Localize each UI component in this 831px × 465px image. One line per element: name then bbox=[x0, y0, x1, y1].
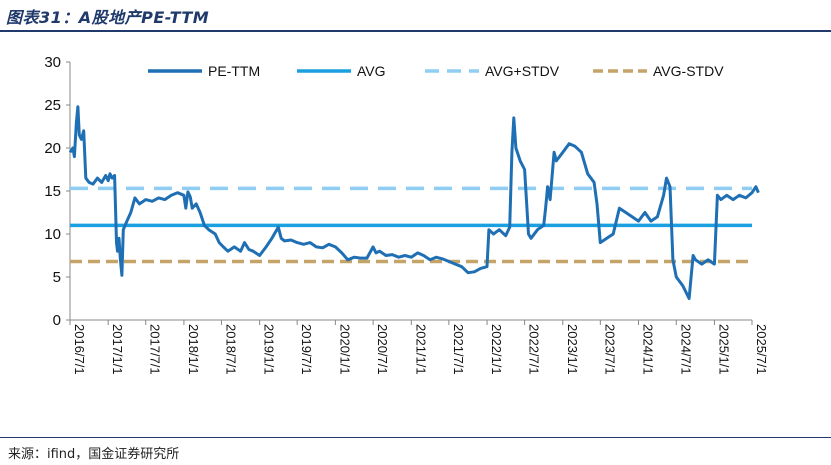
x-tick-label: 2021/7/1 bbox=[451, 324, 466, 375]
legend-label-avg: AVG bbox=[357, 63, 386, 79]
legend-label-avg-stdv: AVG-STDV bbox=[653, 63, 724, 79]
y-tick-label: 15 bbox=[44, 183, 61, 200]
chart-legend: PE-TTM AVG AVG+STDV AVG-STDV bbox=[148, 63, 724, 79]
x-tick-label: 2020/1/1 bbox=[337, 324, 352, 375]
x-tick-label: 2019/7/1 bbox=[299, 324, 314, 375]
x-tick-label: 2020/7/1 bbox=[375, 324, 390, 375]
x-tick-label: 2018/1/1 bbox=[186, 324, 201, 375]
x-tick-label: 2017/7/1 bbox=[148, 324, 163, 375]
y-tick-label: 5 bbox=[53, 269, 61, 286]
x-tick-label: 2016/7/1 bbox=[72, 324, 87, 375]
x-tick-label: 2019/1/1 bbox=[262, 324, 277, 375]
chart-axes bbox=[66, 61, 753, 325]
x-tick-label: 2021/1/1 bbox=[413, 324, 428, 375]
legend-label-avg-stdv: AVG+STDV bbox=[485, 63, 560, 79]
y-tick-label: 0 bbox=[53, 312, 61, 329]
source-note: 来源：ifind，国金证券研究所 bbox=[8, 447, 180, 462]
chart-title: 图表31：A股地产PE-TTM bbox=[6, 8, 210, 27]
y-tick-label: 10 bbox=[44, 226, 61, 243]
x-tick-label: 2022/1/1 bbox=[489, 324, 504, 375]
footer-divider bbox=[0, 437, 831, 438]
y-tick-label: 25 bbox=[44, 97, 61, 114]
x-tick-label: 2025/1/1 bbox=[716, 324, 731, 375]
x-tick-label: 2024/7/1 bbox=[678, 324, 693, 375]
pe-ttm-series bbox=[68, 105, 760, 300]
x-tick-label: 2018/7/1 bbox=[223, 324, 238, 375]
x-axis-tick-labels: 2016/7/1 2017/1/1 2017/7/1 2018/1/1 2018/7/1… bbox=[72, 324, 769, 375]
x-tick-label: 2023/7/1 bbox=[602, 324, 617, 375]
title-divider bbox=[0, 30, 831, 32]
x-tick-label: 2025/7/1 bbox=[754, 324, 769, 375]
x-tick-label: 2022/7/1 bbox=[527, 324, 542, 375]
legend-label-pe-ttm: PE-TTM bbox=[208, 63, 260, 79]
y-axis-tick-labels: 0 5 10 15 20 25 30 bbox=[44, 54, 61, 329]
y-tick-label: 20 bbox=[44, 140, 61, 157]
x-tick-label: 2023/1/1 bbox=[565, 324, 580, 375]
pe-ttm-line bbox=[68, 105, 760, 300]
y-tick-label: 30 bbox=[44, 54, 61, 71]
x-tick-label: 2017/1/1 bbox=[110, 324, 125, 375]
x-tick-label: 2024/1/1 bbox=[641, 324, 656, 375]
reference-lines bbox=[70, 186, 752, 264]
